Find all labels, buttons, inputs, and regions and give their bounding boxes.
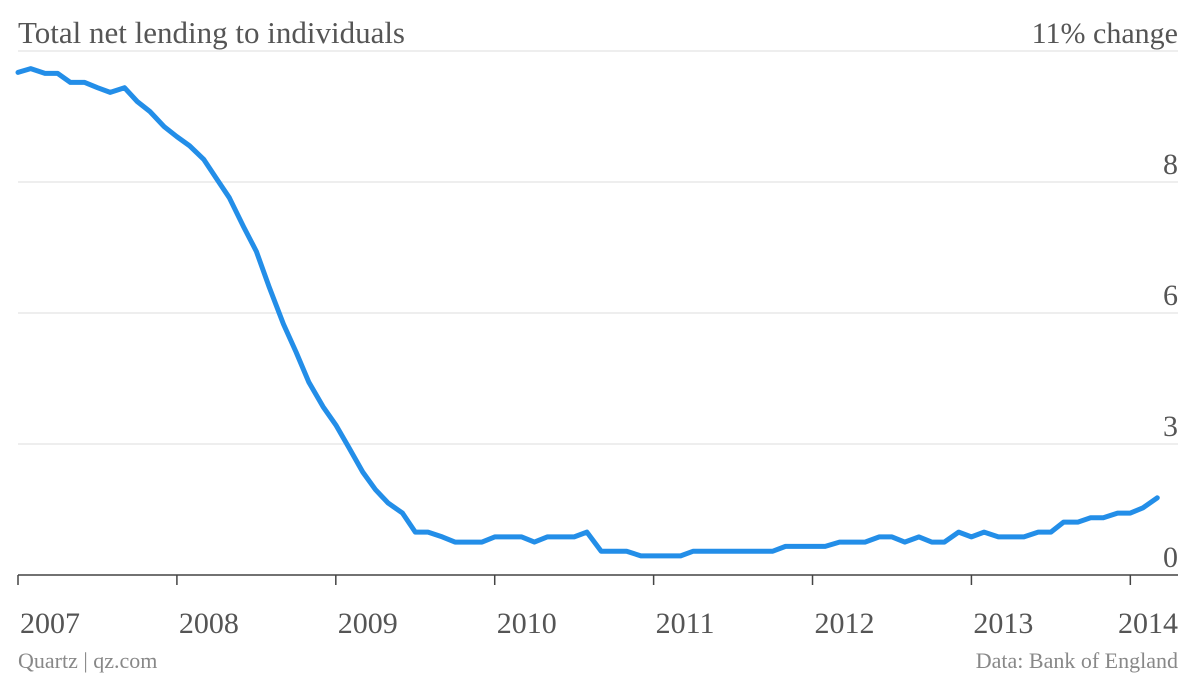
x-tick-label: 2014: [1118, 607, 1178, 640]
x-tick-label: 2013: [973, 607, 1033, 640]
y-tick-label: 11% change: [1032, 17, 1178, 50]
x-tick-label: 2012: [815, 607, 875, 640]
source: Data: Bank of England: [976, 648, 1178, 673]
x-tick-label: 2010: [497, 607, 557, 640]
x-tick-label: 2009: [338, 607, 398, 640]
y-tick-label: 3: [1163, 410, 1178, 443]
y-tick-label: 6: [1163, 279, 1178, 312]
x-tick-label: 2008: [179, 607, 239, 640]
data-line: [15, 66, 1160, 559]
y-tick-label: 0: [1163, 541, 1178, 574]
x-tick-label: 2011: [656, 607, 715, 640]
x-tick-label: 2007: [20, 607, 80, 640]
chart-title: Total net lending to individuals: [18, 15, 405, 50]
credit: Quartz | qz.com: [18, 648, 157, 673]
y-tick-label: 8: [1163, 148, 1178, 181]
